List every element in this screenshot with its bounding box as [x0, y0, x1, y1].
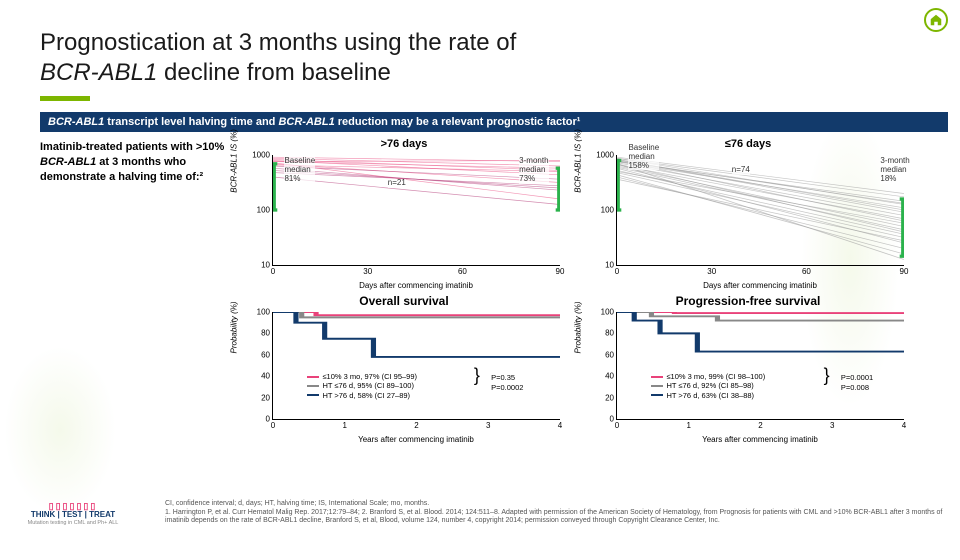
- spaghetti-lines: [273, 155, 560, 265]
- y-axis-label: BCR-ABL1 IS (%): [230, 129, 239, 193]
- km-curves: [273, 312, 560, 419]
- y-axis-label: BCR-ABL1 IS (%): [574, 129, 583, 193]
- title-line1: Prognostication at 3 months using the ra…: [40, 29, 516, 56]
- km-curves: [617, 312, 904, 419]
- x-axis-label: Years after commencing imatinib: [272, 435, 560, 444]
- n-annotation: n=21: [388, 179, 406, 188]
- home-icon: [929, 13, 943, 27]
- n-annotation: n=74: [732, 166, 750, 175]
- baseline-annotation: Baselinemedian158%: [628, 144, 659, 170]
- p-values: P=0.0001 P=0.008: [841, 373, 873, 393]
- title-line2: decline from baseline: [164, 59, 391, 86]
- x-axis-label: Days after commencing imatinib: [272, 281, 560, 290]
- chart-title: Overall survival: [244, 294, 564, 308]
- footnote: CI, confidence interval; d, days; HT, ha…: [165, 500, 944, 526]
- y-axis-label: Probability (%): [574, 301, 583, 353]
- brace-icon: }: [824, 370, 830, 381]
- y-axis-label: Probability (%): [230, 301, 239, 353]
- page-title: Prognostication at 3 months using the ra…: [40, 28, 920, 88]
- chart-overall-survival: Overall survival Probability (%) 100 80 …: [244, 294, 564, 442]
- logo: ▯▯▯▯▯▯▯ THINK | TEST | TREAT Mutation te…: [18, 502, 128, 527]
- chart-gt76-days: >76 days BCR-ABL1 IS (%) 1000 100 10 0 3…: [244, 138, 564, 288]
- banner: BCR-ABL1 transcript level halving time a…: [40, 112, 948, 132]
- x-axis-label: Years after commencing imatinib: [616, 435, 904, 444]
- logo-sub: Mutation testing in CML and Ph+ ALL: [18, 521, 128, 527]
- plot-area: 1000 100 10 0 30 60 90 Baselinemedian158…: [616, 155, 904, 266]
- month3-annotation: 3-monthmedian18%: [880, 157, 909, 183]
- brace-icon: }: [474, 370, 480, 381]
- chart-title: >76 days: [244, 138, 564, 150]
- title-accent: [40, 96, 90, 101]
- p-values: P=0.35 P=0.0002: [491, 373, 523, 393]
- baseline-annotation: Baselinemedian81%: [284, 157, 315, 183]
- sidebar-text: Imatinib-treated patients with >10% BCR-…: [40, 140, 228, 185]
- legend: ≤10% 3 mo, 99% (CI 98–100) HT ≤76 d, 92%…: [651, 372, 765, 400]
- logo-text: THINK | TEST | TREAT: [31, 510, 115, 519]
- chart-le76-days: ≤76 days BCR-ABL1 IS (%) 1000 100 10 0 3…: [588, 138, 908, 288]
- legend: ≤10% 3 mo, 97% (CI 95–99) HT ≤76 d, 95% …: [307, 372, 417, 400]
- title-italic: BCR-ABL1: [40, 59, 157, 86]
- x-axis-label: Days after commencing imatinib: [616, 281, 904, 290]
- plot-area: 100 80 60 40 20 0 0 1 2 3 4 ≤10% 3 mo, 9…: [616, 312, 904, 420]
- month3-annotation: 3-monthmedian73%: [519, 157, 548, 183]
- home-button[interactable]: [924, 8, 948, 32]
- plot-area: 1000 100 10 0 30 60 90 Baselinemedian81%…: [272, 155, 560, 266]
- chart-pfs: Progression-free survival Probability (%…: [588, 294, 908, 442]
- chart-title: Progression-free survival: [588, 294, 908, 308]
- plot-area: 100 80 60 40 20 0 0 1 2 3 4 ≤10% 3 mo, 9…: [272, 312, 560, 420]
- spaghetti-lines: [617, 155, 904, 265]
